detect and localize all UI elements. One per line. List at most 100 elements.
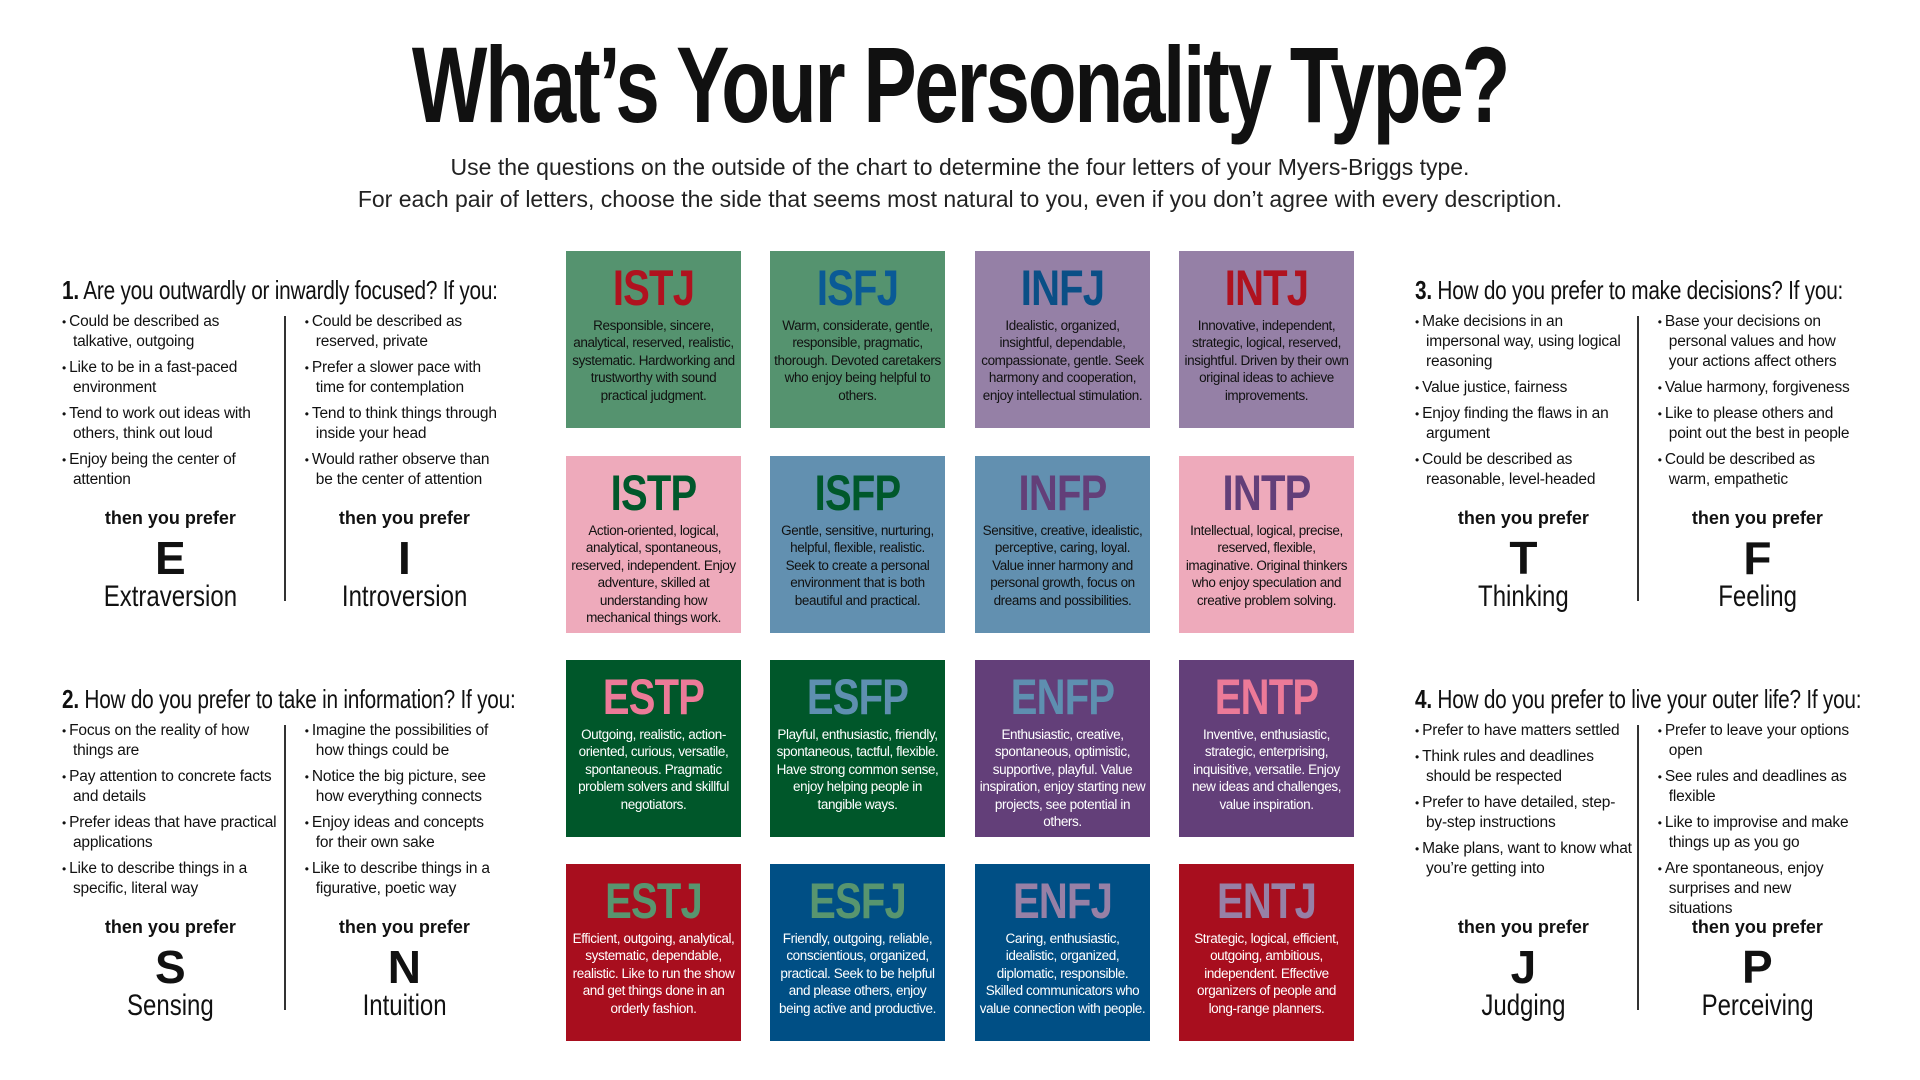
section-number: 4.: [1415, 684, 1432, 714]
type-name: ISTP: [610, 465, 698, 521]
bullet-item: Make plans, want to know what you’re get…: [1415, 839, 1632, 879]
type-name: ENFP: [1010, 669, 1115, 725]
right-option: Base your decisions on personal values a…: [1640, 312, 1865, 613]
left-option: Prefer to have matters settled Think rule…: [1415, 721, 1640, 1022]
type-description: Outgoing, realistic, action-oriented, cu…: [578, 727, 729, 812]
type-description: Responsible, sincere, analytical, reserv…: [572, 318, 735, 403]
type-description: Action-oriented, logical, analytical, sp…: [571, 523, 736, 626]
type-description: Enthusiastic, creative, spontaneous, opt…: [979, 727, 1146, 830]
bullet-list: Prefer to leave your options open See rul…: [1658, 721, 1857, 917]
section-question: 2. How do you prefer to take in informat…: [62, 684, 516, 715]
preference-letter: S: [155, 941, 186, 993]
question-section-1: 1. Are you outwardly or inwardly focused…: [62, 275, 512, 613]
bullet-item: Think rules and deadlines should be resp…: [1415, 747, 1632, 787]
preference-name: Perceiving: [1701, 989, 1814, 1022]
bullet-item: Pay attention to concrete facts and deta…: [62, 767, 279, 807]
bullet-item: Enjoy being the center of attention: [62, 450, 279, 490]
type-description: Intellectual, logical, precise, reserved…: [1185, 523, 1348, 608]
type-card-estj: ESTJ Efficient, outgoing, analytical, sy…: [566, 864, 741, 1041]
bullet-item: Like to please others and point out the …: [1658, 404, 1857, 444]
bullet-list: Prefer to have matters settled Think rule…: [1415, 721, 1632, 911]
preference-letter: N: [387, 941, 421, 993]
type-card-enfp: ENFP Enthusiastic, creative, spontaneous…: [975, 660, 1150, 837]
question-text: How do you prefer to live your outer lif…: [1437, 684, 1862, 714]
bullet-list: Imagine the possibilities of how things …: [305, 721, 504, 911]
bullet-item: Prefer ideas that have practical applica…: [62, 813, 279, 853]
question-text: How do you prefer to take in information…: [84, 684, 516, 714]
column-divider: [1637, 725, 1639, 1010]
preference-name: Judging: [1481, 989, 1566, 1022]
then-you-prefer-label: then you prefer: [104, 917, 236, 937]
type-name: INFP: [1018, 465, 1108, 521]
bullet-list: Could be described as talkative, outgoin…: [62, 312, 279, 502]
type-description: Warm, considerate, gentle, responsible, …: [774, 318, 941, 403]
bullet-item: Like to describe things in a specific, l…: [62, 859, 279, 899]
bullet-item: Tend to think things through inside your…: [305, 404, 504, 444]
bullet-item: Prefer to leave your options open: [1658, 721, 1857, 761]
type-description: Idealistic, organized, insightful, depen…: [981, 318, 1144, 403]
type-name: INTP: [1222, 465, 1312, 521]
then-you-prefer-label: then you prefer: [338, 917, 470, 937]
bullet-item: Enjoy finding the flaws in an argument: [1415, 404, 1632, 444]
bullet-item: Would rather observe than be the center …: [305, 450, 504, 490]
bullet-item: Tend to work out ideas with others, thin…: [62, 404, 279, 444]
bullet-item: Like to describe things in a figurative,…: [305, 859, 504, 899]
type-description: Gentle, sensitive, nurturing, helpful, f…: [781, 523, 934, 608]
preference-letter: J: [1510, 941, 1537, 993]
bullet-item: Are spontaneous, enjoy surprises and new…: [1658, 859, 1857, 919]
bullet-item: Focus on the reality of how things are: [62, 721, 279, 761]
type-name: ISTJ: [612, 260, 695, 316]
preference-name: Sensing: [127, 989, 214, 1022]
type-name: ESTJ: [605, 873, 703, 929]
type-name: ESFJ: [809, 873, 907, 929]
type-card-enfj: ENFJ Caring, enthusiastic, idealistic, o…: [975, 864, 1150, 1041]
bullet-list: Make decisions in an impersonal way, usi…: [1415, 312, 1632, 502]
type-name: INTJ: [1224, 260, 1309, 316]
section-question: 3. How do you prefer to make decisions? …: [1415, 275, 1843, 306]
type-card-isfj: ISFJ Warm, considerate, gentle, responsi…: [770, 251, 945, 428]
preference-name: Thinking: [1478, 580, 1569, 613]
bullet-item: Make decisions in an impersonal way, usi…: [1415, 312, 1632, 372]
bullet-list: Focus on the reality of how things are Pa…: [62, 721, 279, 911]
bullet-item: Could be described as reserved, private: [305, 312, 504, 352]
preference-letter: T: [1509, 532, 1538, 584]
column-divider: [1637, 316, 1639, 601]
bullet-item: Base your decisions on personal values a…: [1658, 312, 1857, 372]
bullet-list: Could be described as reserved, private P…: [305, 312, 504, 502]
type-card-istj: ISTJ Responsible, sincere, analytical, r…: [566, 251, 741, 428]
right-option: Imagine the possibilities of how things …: [287, 721, 512, 1022]
then-you-prefer-label: then you prefer: [1691, 508, 1823, 528]
bullet-item: Imagine the possibilities of how things …: [305, 721, 504, 761]
section-number: 2.: [62, 684, 79, 714]
bullet-item: Like to improvise and make things up as …: [1658, 813, 1857, 853]
question-text: How do you prefer to make decisions? If …: [1437, 275, 1844, 305]
left-option: Focus on the reality of how things are Pa…: [62, 721, 287, 1022]
type-card-estp: ESTP Outgoing, realistic, action-oriente…: [566, 660, 741, 837]
type-card-intj: INTJ Innovative, independent, strategic,…: [1179, 251, 1354, 428]
bullet-item: Could be described as talkative, outgoin…: [62, 312, 279, 352]
subtitle-line-1: Use the questions on the outside of the …: [450, 154, 1470, 180]
then-you-prefer-label: then you prefer: [1457, 508, 1589, 528]
type-name: ENTP: [1214, 669, 1319, 725]
type-description: Inventive, enthusiastic, strategic, ente…: [1191, 727, 1342, 812]
type-name: ESTP: [602, 669, 705, 725]
bullet-item: Like to be in a fast-paced environment: [62, 358, 279, 398]
section-number: 1.: [62, 275, 79, 305]
type-name: ISFP: [814, 465, 902, 521]
type-description: Efficient, outgoing, analytical, systema…: [572, 931, 735, 1016]
then-you-prefer-label: then you prefer: [338, 508, 470, 528]
question-text: Are you outwardly or inwardly focused? I…: [83, 275, 498, 305]
type-card-infp: INFP Sensitive, creative, idealistic, pe…: [975, 456, 1150, 633]
section-question: 1. Are you outwardly or inwardly focused…: [62, 275, 498, 306]
type-name: INFJ: [1020, 260, 1105, 316]
preference-letter: E: [155, 532, 186, 584]
bullet-item: Could be described as reasonable, level-…: [1415, 450, 1632, 490]
left-option: Could be described as talkative, outgoin…: [62, 312, 287, 613]
type-card-entj: ENTJ Strategic, logical, efficient, outg…: [1179, 864, 1354, 1041]
type-description: Friendly, outgoing, reliable, conscienti…: [779, 931, 936, 1016]
type-description: Innovative, independent, strategic, logi…: [1184, 318, 1349, 403]
type-name: ESFP: [806, 669, 909, 725]
preference-name: Introversion: [341, 580, 468, 613]
type-description: Caring, enthusiastic, idealistic, organi…: [979, 931, 1146, 1016]
right-option: Prefer to leave your options open See rul…: [1640, 721, 1865, 1022]
